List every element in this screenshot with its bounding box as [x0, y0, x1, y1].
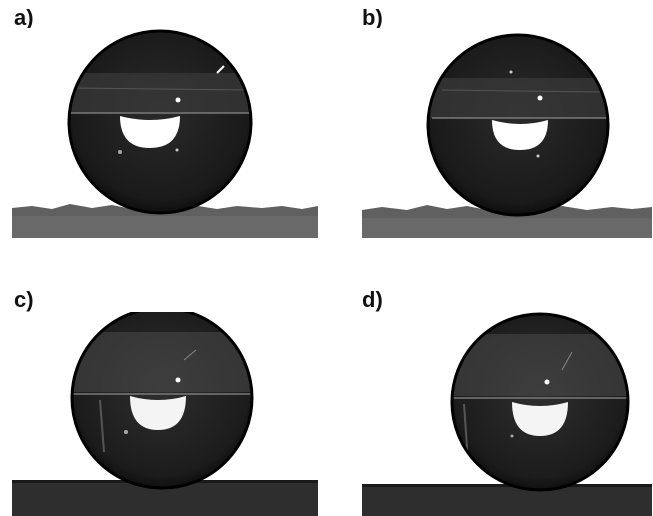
- droplet-photo-d: [362, 312, 652, 516]
- panel-label-b: b): [362, 5, 383, 30]
- droplet-photo-a: [12, 28, 318, 240]
- droplet-photo-b: [362, 28, 652, 240]
- panel-label-c: c): [14, 287, 34, 312]
- panel-label-d: d): [362, 287, 383, 312]
- droplet-photo-c: [12, 312, 318, 516]
- panel-label-a: a): [14, 5, 34, 30]
